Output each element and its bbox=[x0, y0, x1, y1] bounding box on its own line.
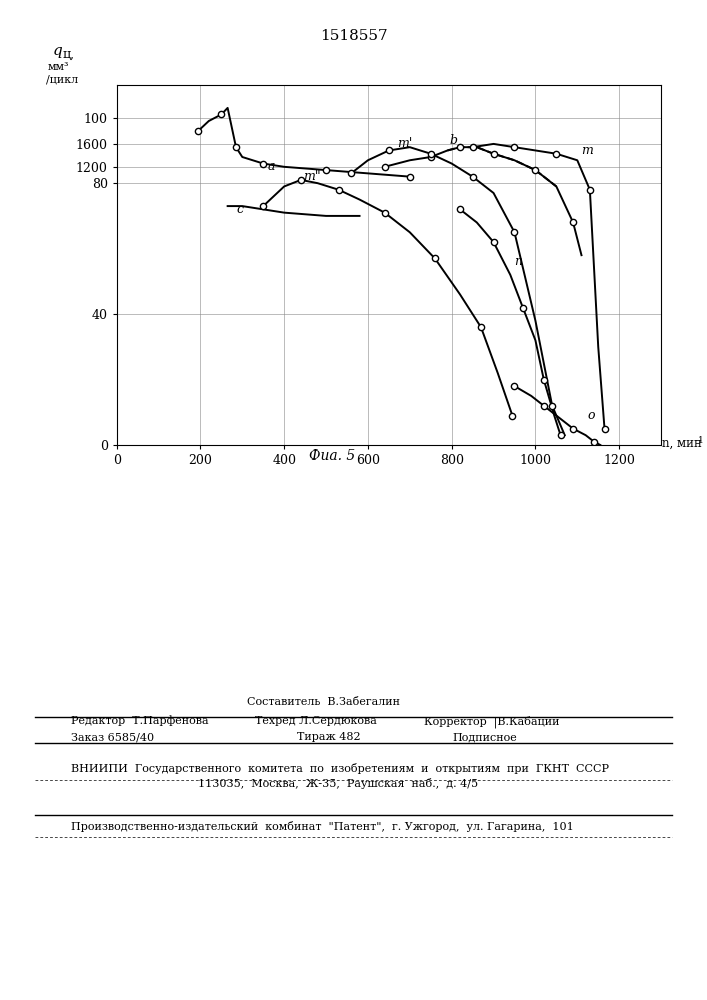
Text: Составитель  В.Забегалин: Составитель В.Забегалин bbox=[247, 697, 400, 707]
Text: Заказ 6585/40: Заказ 6585/40 bbox=[71, 732, 154, 742]
Text: c: c bbox=[236, 203, 243, 216]
Text: Техред Л.Сердюкова: Техред Л.Сердюкова bbox=[255, 716, 376, 726]
Text: m": m" bbox=[303, 170, 321, 183]
Text: Фиа. 5: Фиа. 5 bbox=[309, 449, 356, 463]
Text: 1518557: 1518557 bbox=[320, 29, 387, 43]
Text: мм³: мм³ bbox=[48, 62, 69, 72]
Text: Подписное: Подписное bbox=[452, 732, 518, 742]
Text: Корректор  |В.Кабаций: Корректор |В.Кабаций bbox=[424, 715, 560, 728]
Text: m: m bbox=[581, 144, 593, 157]
Text: 113035,  Москва,  Ж-35,  Раушская  наб.,  д. 4/5: 113035, Москва, Ж-35, Раушская наб., д. … bbox=[198, 778, 478, 789]
Text: Производственно-издательский  комбинат  "Патент",  г. Ужгород,  ул. Гагарина,  1: Производственно-издательский комбинат "П… bbox=[71, 821, 573, 832]
Text: -1: -1 bbox=[696, 436, 704, 445]
Text: n: n bbox=[515, 255, 522, 268]
Text: Тираж 482: Тираж 482 bbox=[297, 732, 361, 742]
Text: Редактор  Т.Парфенова: Редактор Т.Парфенова bbox=[71, 715, 209, 726]
Text: b: b bbox=[450, 134, 457, 147]
Text: m': m' bbox=[397, 137, 412, 150]
Text: /цикл: /цикл bbox=[46, 74, 78, 84]
Text: o: o bbox=[588, 409, 595, 422]
Text: n, мин: n, мин bbox=[662, 437, 702, 450]
Text: a: a bbox=[267, 160, 275, 173]
Text: q: q bbox=[53, 44, 63, 58]
Text: ВНИИПИ  Государственного  комитета  по  изобретениям  и  открытиям  при  ГКНТ  С: ВНИИПИ Государственного комитета по изоб… bbox=[71, 763, 609, 774]
Text: ц,: ц, bbox=[62, 48, 74, 61]
